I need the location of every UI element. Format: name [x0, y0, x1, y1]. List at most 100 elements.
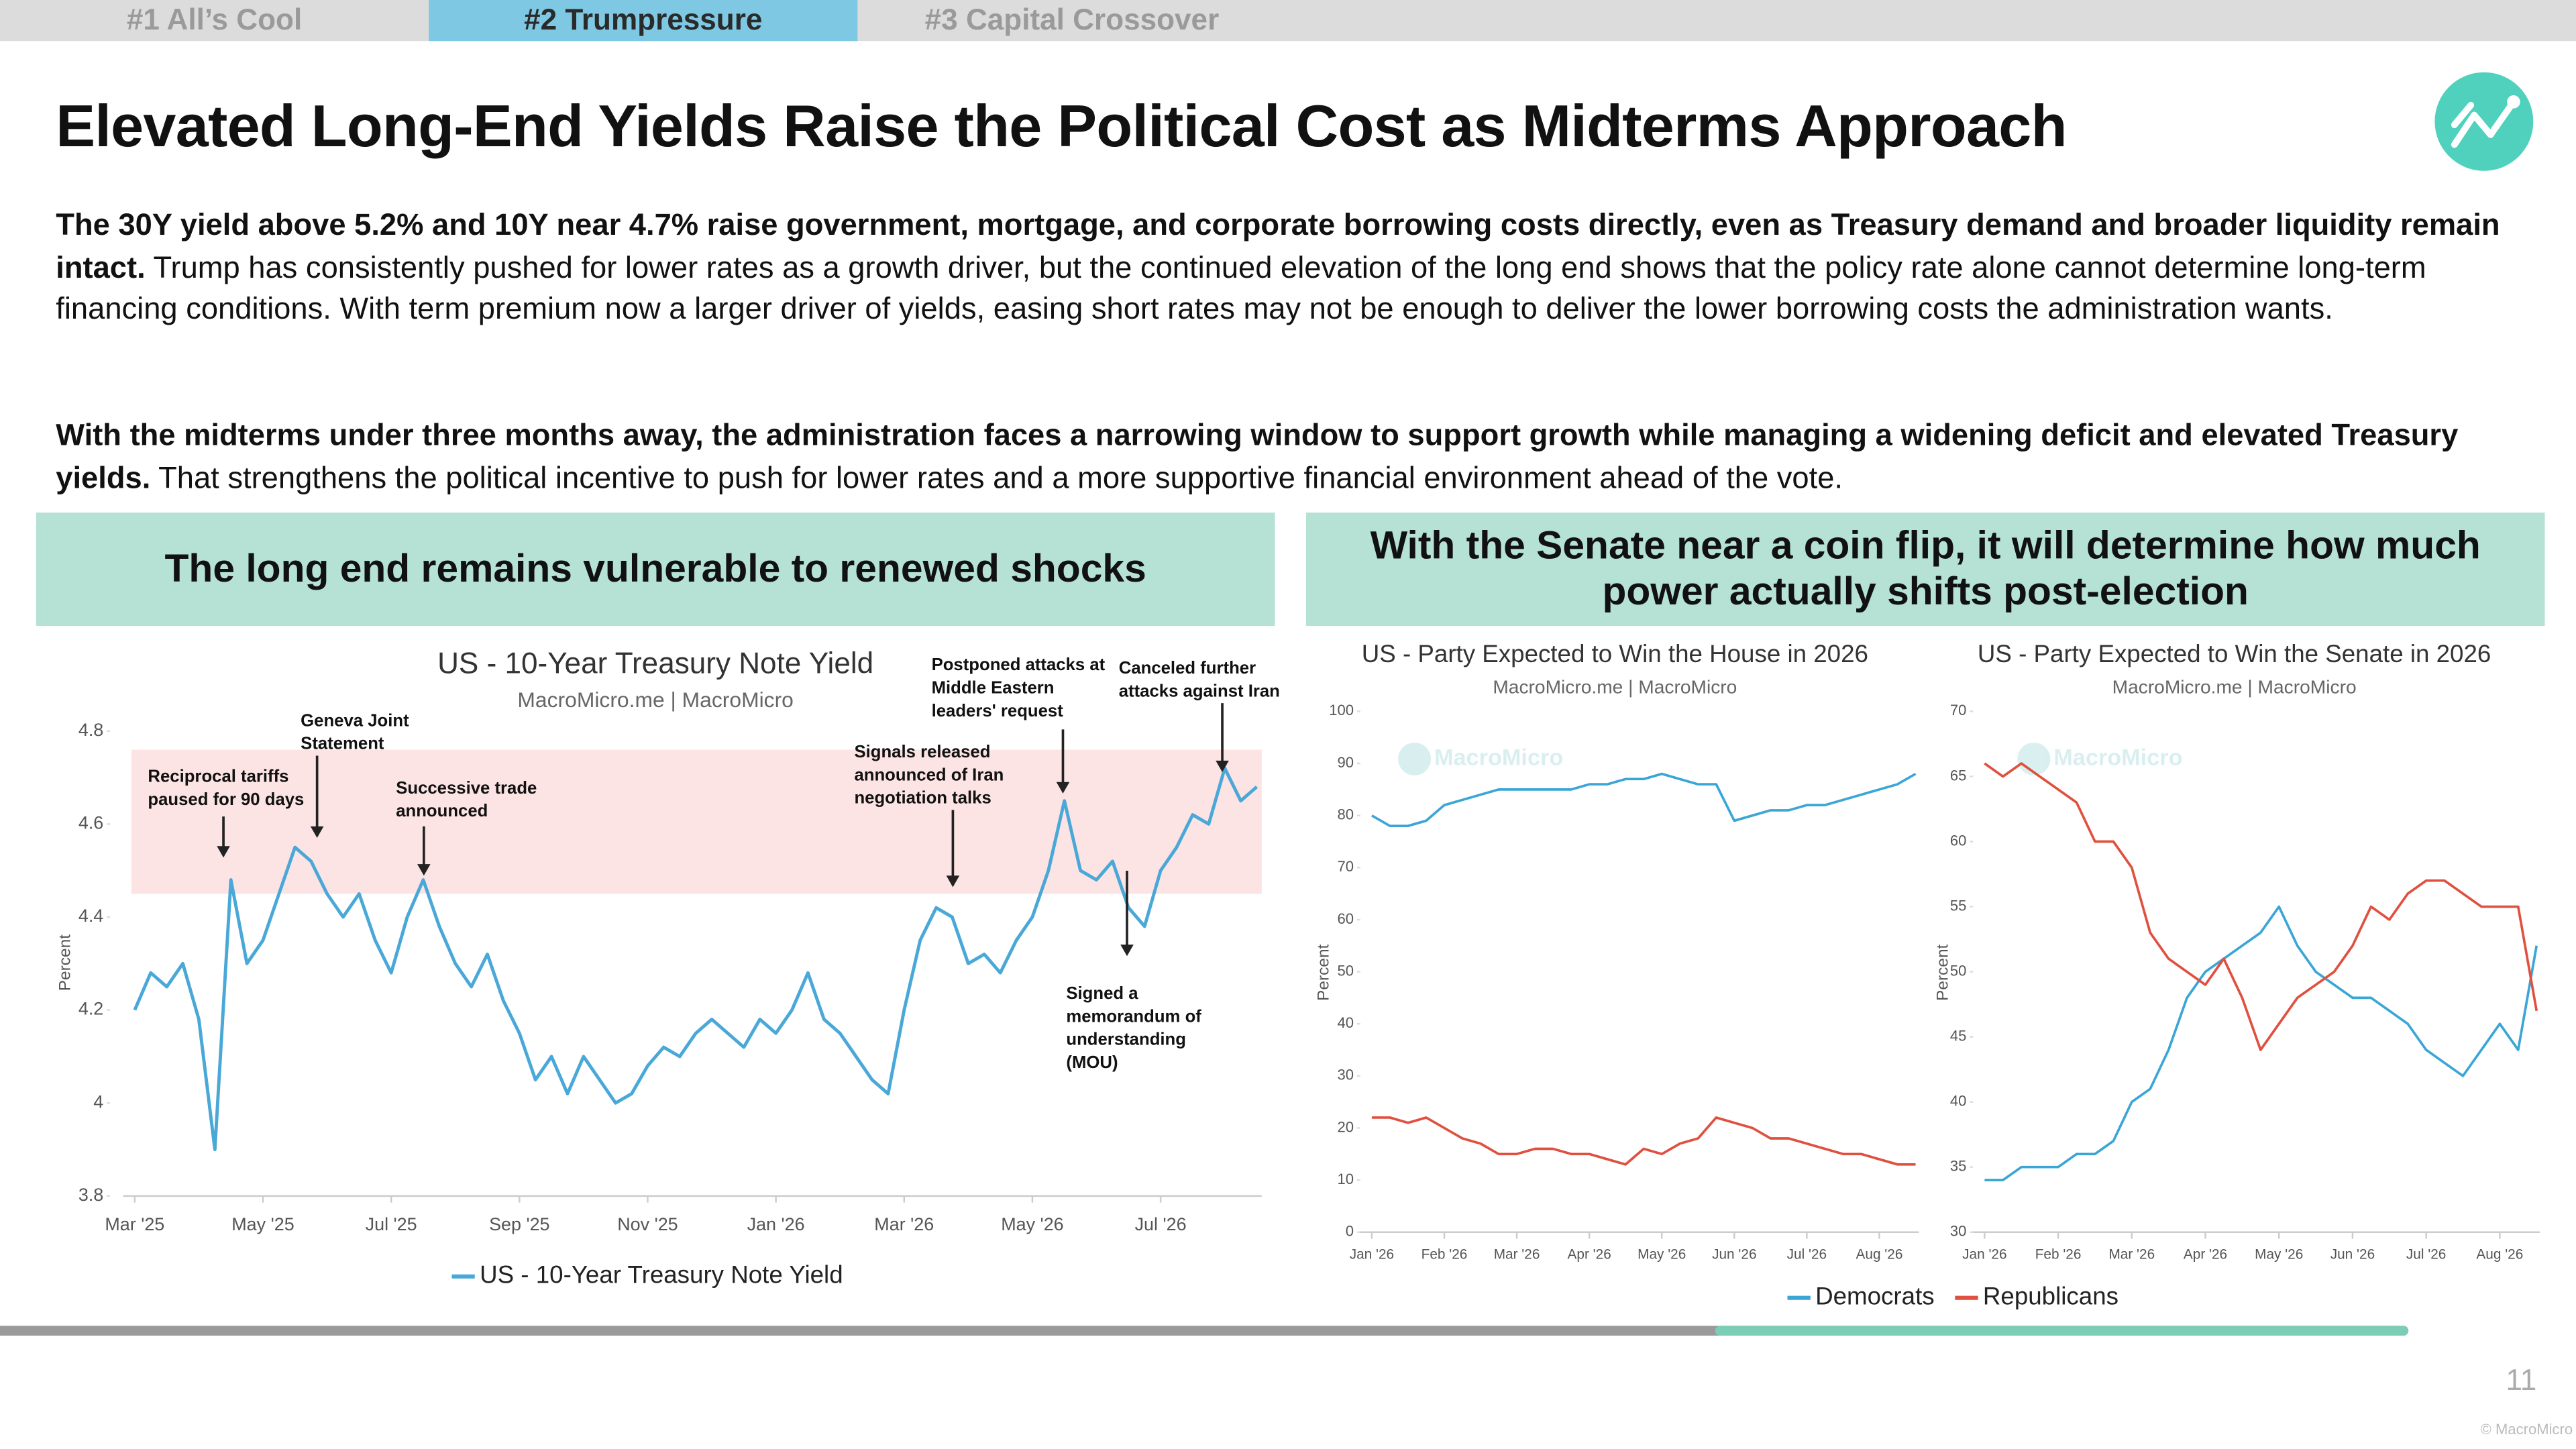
x-tick-label: May '26 — [1001, 1214, 1063, 1234]
annotation: Reciprocal tariffs paused for 90 days — [148, 767, 305, 810]
x-tick-label: Nov '25 — [617, 1214, 678, 1234]
y-tick-label: 4.2 — [78, 999, 103, 1019]
paragraph: With the midterms under three months awa… — [56, 414, 2520, 498]
annotation-arrowhead — [310, 826, 324, 838]
chart-title: US - Party Expected to Win the House in … — [1362, 640, 1868, 667]
y-tick-label: 4 — [93, 1091, 103, 1112]
y-tick-label: 4.4 — [78, 906, 103, 926]
legend-label: Republicans — [1983, 1282, 2118, 1309]
series-line — [133, 766, 1258, 1152]
annotation-arrowhead — [946, 875, 960, 888]
x-tick-label: Sep '25 — [489, 1214, 549, 1234]
page-number: 11 — [2506, 1363, 2537, 1397]
y-axis-label: Percent — [56, 934, 74, 991]
tab[interactable]: #2 Trumpressure — [429, 0, 858, 42]
y-tick-label: 90 — [1337, 754, 1354, 771]
x-tick-label: Apr '26 — [2184, 1247, 2227, 1263]
x-tick-label: Jul '26 — [2406, 1247, 2446, 1263]
series-line — [1984, 762, 2538, 1051]
y-tick-label: 20 — [1337, 1118, 1354, 1135]
annotation: Successive trade announced — [396, 778, 537, 822]
y-tick-label: 70 — [1950, 702, 1967, 718]
chart-subtitle: MacroMicro.me | MacroMicro — [1493, 677, 1737, 698]
legend-label: Democrats — [1815, 1282, 1935, 1309]
x-tick-label: Aug '26 — [1856, 1247, 1903, 1263]
annotation-arrowhead — [1056, 782, 1070, 794]
panel-heading: The long end remains vulnerable to renew… — [36, 513, 1275, 627]
x-tick-label: Jul '26 — [1787, 1247, 1827, 1263]
y-tick-label: 50 — [1950, 962, 1967, 979]
x-tick-label: Jan '26 — [747, 1214, 805, 1234]
watermark: MacroMicro — [2017, 742, 2183, 775]
annotation: Geneva Joint Statement — [301, 711, 409, 755]
watermark-icon — [1398, 742, 1432, 775]
annotation: Postponed attacks at Middle Eastern lead… — [931, 655, 1106, 722]
x-tick-label: Feb '26 — [1421, 1247, 1468, 1263]
x-tick-label: May '25 — [231, 1214, 294, 1234]
y-tick-label: 60 — [1337, 910, 1354, 927]
annotation: Signals released announced of Iran negot… — [854, 742, 1004, 808]
y-tick-label: 80 — [1337, 806, 1354, 823]
x-tick-label: Mar '26 — [2108, 1247, 2155, 1263]
tab[interactable]: #1 All’s Cool — [126, 3, 303, 36]
y-tick-label: 4.8 — [78, 720, 103, 740]
y-axis-label: Percent — [1934, 944, 1952, 1001]
paragraph-body: That strengthens the political incentive… — [158, 459, 1843, 494]
chart-subtitle: MacroMicro.me | MacroMicro — [2112, 677, 2357, 698]
y-tick-label: 65 — [1950, 767, 1967, 784]
y-tick-label: 50 — [1337, 962, 1354, 979]
x-tick-label: Jan '26 — [1350, 1247, 1394, 1263]
annotation-arrowhead — [417, 864, 431, 876]
annotation-arrowhead — [217, 846, 230, 858]
x-tick-label: Jul '25 — [366, 1214, 417, 1234]
x-tick-label: Mar '26 — [1494, 1247, 1540, 1263]
x-tick-label: Jul '26 — [1135, 1214, 1187, 1234]
annotation: Signed a memorandum of understanding (MO… — [1066, 983, 1201, 1073]
watermark-icon — [2017, 742, 2051, 775]
panel-heading: With the Senate near a coin flip, it wil… — [1305, 513, 2545, 627]
y-tick-label: 45 — [1950, 1027, 1967, 1044]
tab[interactable]: #3 Capital Crossover — [924, 3, 1220, 36]
chart-title: US - 10-Year Treasury Note Yield — [437, 647, 873, 680]
slide-title: Elevated Long-End Yields Raise the Polit… — [56, 92, 2067, 160]
paragraph-lead: The 30Y yield above 5.2% and 10Y near 4.… — [56, 207, 2500, 284]
y-tick-label: 0 — [1346, 1223, 1354, 1240]
y-tick-label: 70 — [1337, 858, 1354, 875]
series-line — [1984, 905, 2538, 1181]
series-line — [1371, 1116, 1916, 1166]
watermark-text: MacroMicro — [2053, 745, 2182, 770]
legend-label: US - 10-Year Treasury Note Yield — [480, 1261, 843, 1289]
highlight-band — [131, 749, 1262, 894]
logo — [2434, 72, 2534, 171]
y-tick-label: 40 — [1337, 1014, 1354, 1031]
y-tick-label: 30 — [1950, 1223, 1967, 1240]
x-tick-label: Jan '26 — [1962, 1247, 2006, 1263]
paragraph-lead: With the midterms under three months awa… — [56, 417, 2459, 494]
paragraph-body: Trump has consistently pushed for lower … — [56, 249, 2426, 325]
x-tick-label: Feb '26 — [2035, 1247, 2082, 1263]
annotation-arrowhead — [1120, 945, 1134, 957]
y-tick-label: 40 — [1950, 1092, 1967, 1109]
y-tick-label: 4.6 — [78, 813, 103, 833]
x-tick-label: May '26 — [1638, 1247, 1686, 1263]
x-tick-label: May '26 — [2255, 1247, 2303, 1263]
x-tick-label: Mar '26 — [874, 1214, 934, 1234]
y-tick-label: 30 — [1337, 1067, 1354, 1083]
watermark: MacroMicro — [1398, 742, 1563, 775]
y-tick-label: 10 — [1337, 1171, 1354, 1187]
x-tick-label: Jun '26 — [1712, 1247, 1756, 1263]
footer: © MacroMicro — [2480, 1421, 2573, 1438]
y-tick-label: 55 — [1950, 897, 1967, 914]
chart-title: US - Party Expected to Win the Senate in… — [1978, 640, 2491, 667]
y-tick-label: 3.8 — [78, 1185, 103, 1205]
annotation: Canceled further attacks against Iran — [1118, 659, 1280, 702]
x-tick-label: Jun '26 — [2330, 1247, 2375, 1263]
y-tick-label: 60 — [1950, 832, 1967, 849]
y-axis-label: Percent — [1314, 944, 1332, 1001]
paragraph: The 30Y yield above 5.2% and 10Y near 4.… — [56, 204, 2520, 329]
watermark-text: MacroMicro — [1434, 745, 1563, 770]
annotation-arrowhead — [1216, 760, 1229, 773]
